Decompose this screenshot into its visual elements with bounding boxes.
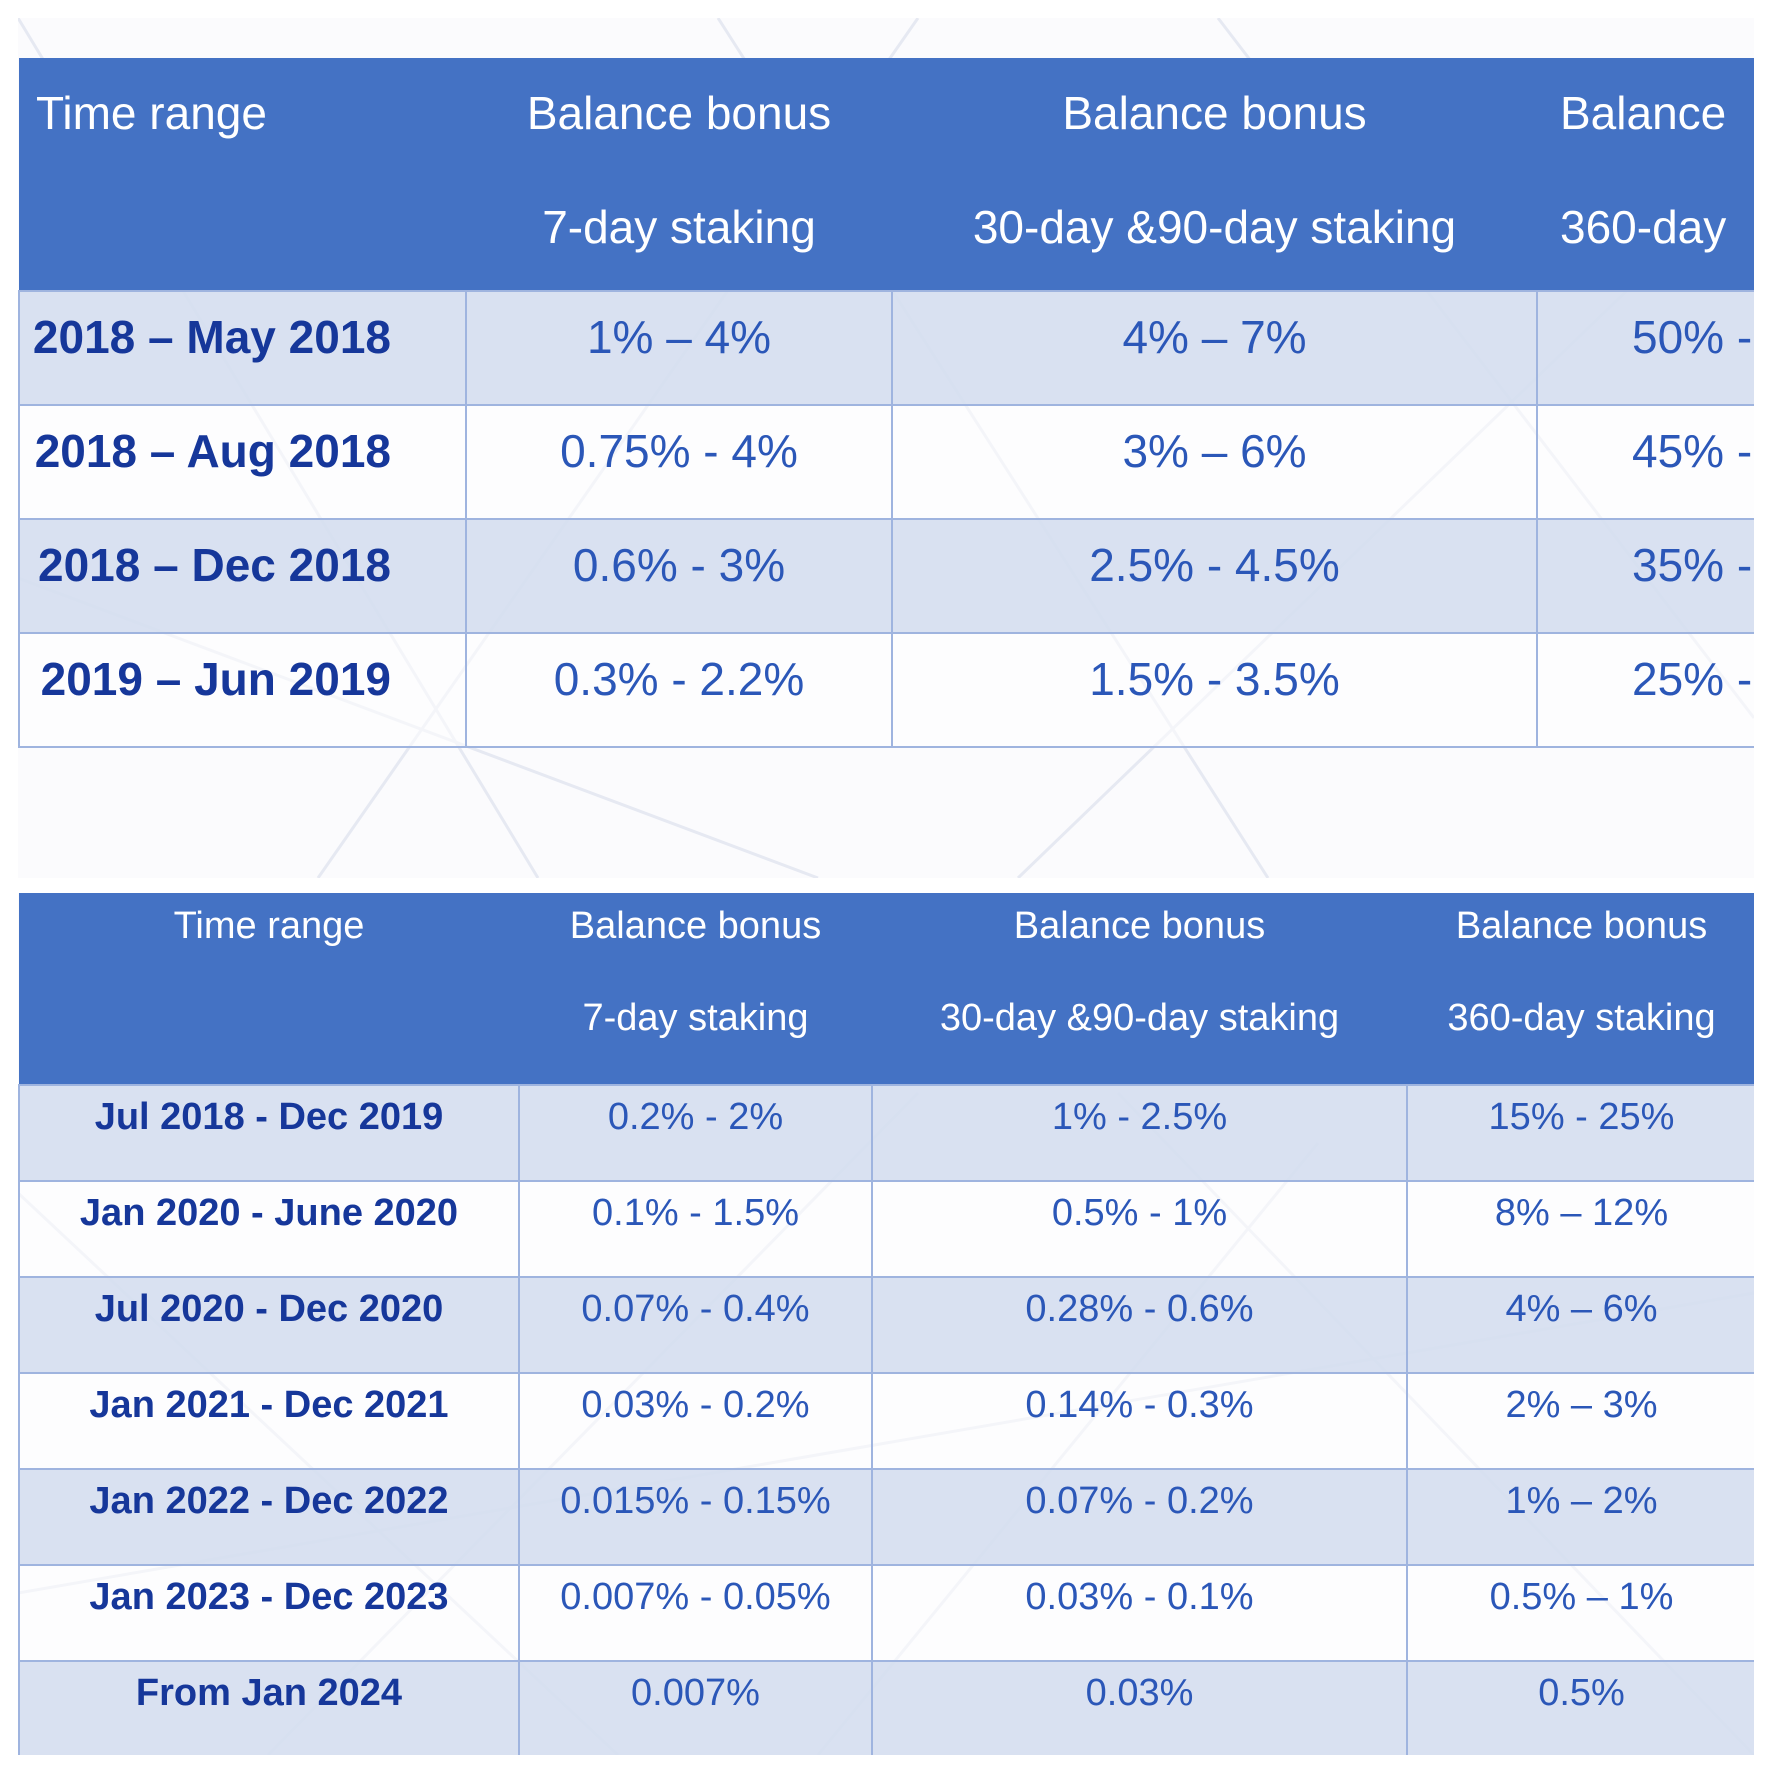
header-line-1: Balance bonus [1455,905,1708,947]
time-range-cell: Jul 2020 - Dec 2020 [18,1276,520,1374]
bonus-7-day-cell: 0.07% - 0.4% [518,1276,873,1374]
bonus-30-90-day-cell: 3% – 6% [891,404,1538,520]
header-line-1: Time range [173,905,365,947]
bonus-360-day-cell: 4% – 6% [1406,1276,1754,1374]
table-row: Jan 2023 - Dec 2023 0.007% - 0.05% 0.03%… [18,1564,1754,1662]
table-row: Jan 2021 - Dec 2021 0.03% - 0.2% 0.14% -… [18,1372,1754,1470]
table-row: 2018 – Aug 2018 0.75% - 4% 3% – 6% 45% - [18,404,1754,520]
table-row: From Jan 2024 0.007% 0.03% 0.5% [18,1660,1754,1755]
header-360-day: Balance bonus 360-day staking [1407,893,1754,1085]
table-row: Jan 2020 - June 2020 0.1% - 1.5% 0.5% - … [18,1180,1754,1278]
bonus-30-90-day-cell: 0.07% - 0.2% [871,1468,1408,1566]
bottom-table-panel: Time range Balance bonus 7-day staking B… [18,893,1754,1755]
bonus-360-day-cell: 1% – 2% [1406,1468,1754,1566]
bonus-7-day-cell: 0.007% [518,1660,873,1755]
table-row: Jul 2020 - Dec 2020 0.07% - 0.4% 0.28% -… [18,1276,1754,1374]
header-30-90-day: Balance bonus 30-day &90-day staking [872,893,1407,1085]
table-row: 2018 – May 2018 1% – 4% 4% – 7% 50% - [18,290,1754,406]
bonus-7-day-cell: 0.1% - 1.5% [518,1180,873,1278]
bonus-360-day-cell: 50% - [1536,290,1754,406]
header-line-2: 7-day staking [582,997,809,1039]
bonus-7-day-cell: 0.007% - 0.05% [518,1564,873,1662]
bonus-360-day-cell: 45% - [1536,404,1754,520]
header-line-1: Time range [36,87,267,139]
header-line-1: Balance bonus [1013,905,1266,947]
staking-bonus-table-top: Time range Balance bonus 7-day staking B… [18,58,1754,748]
table-row: Jul 2018 - Dec 2019 0.2% - 2% 1% - 2.5% … [18,1084,1754,1182]
header-line-2: 360-day staking [1447,997,1716,1039]
time-range-cell: From Jan 2024 [18,1660,520,1755]
bonus-360-day-cell: 35% - [1536,518,1754,634]
bonus-30-90-day-cell: 4% – 7% [891,290,1538,406]
bonus-30-90-day-cell: 0.28% - 0.6% [871,1276,1408,1374]
header-line-2: 7-day staking [542,201,816,253]
bonus-360-day-cell: 15% - 25% [1406,1084,1754,1182]
table-row: Jan 2022 - Dec 2022 0.015% - 0.15% 0.07%… [18,1468,1754,1566]
bonus-7-day-cell: 0.75% - 4% [465,404,893,520]
table-row: 2019 – Jun 2019 0.3% - 2.2% 1.5% - 3.5% … [18,632,1754,748]
bonus-30-90-day-cell: 2.5% - 4.5% [891,518,1538,634]
header-time-range: Time range [19,58,466,291]
bonus-7-day-cell: 0.2% - 2% [518,1084,873,1182]
time-range-cell: 2018 – May 2018 [18,290,467,406]
bonus-30-90-day-cell: 0.03% - 0.1% [871,1564,1408,1662]
time-range-cell: Jan 2021 - Dec 2021 [18,1372,520,1470]
bonus-360-day-cell: 2% – 3% [1406,1372,1754,1470]
table-row: 2018 – Dec 2018 0.6% - 3% 2.5% - 4.5% 35… [18,518,1754,634]
time-range-cell: Jul 2018 - Dec 2019 [18,1084,520,1182]
header-line-2: 30-day &90-day staking [939,997,1340,1039]
time-range-cell: 2018 – Dec 2018 [18,518,467,634]
bonus-30-90-day-cell: 0.14% - 0.3% [871,1372,1408,1470]
header-time-range: Time range [19,893,519,1085]
header-row: Time range Balance bonus 7-day staking B… [19,58,1754,291]
header-30-90-day: Balance bonus 30-day &90-day staking [892,58,1537,291]
time-range-cell: Jan 2023 - Dec 2023 [18,1564,520,1662]
header-line-2: 360-day [1560,201,1727,253]
bonus-7-day-cell: 0.015% - 0.15% [518,1468,873,1566]
time-range-cell: 2019 – Jun 2019 [18,632,467,748]
header-line-2: 30-day &90-day staking [972,201,1457,253]
bonus-30-90-day-cell: 0.03% [871,1660,1408,1755]
bonus-7-day-cell: 0.03% - 0.2% [518,1372,873,1470]
header-360-day: Balance 360-day [1537,58,1754,291]
bonus-7-day-cell: 1% – 4% [465,290,893,406]
bonus-360-day-cell: 8% – 12% [1406,1180,1754,1278]
header-line-1: Balance bonus [569,905,822,947]
header-line-1: Balance bonus [526,87,832,139]
time-range-cell: 2018 – Aug 2018 [18,404,467,520]
header-line-1: Balance [1560,87,1727,139]
header-7-day: Balance bonus 7-day staking [519,893,872,1085]
bonus-360-day-cell: 0.5% [1406,1660,1754,1755]
bonus-360-day-cell: 0.5% – 1% [1406,1564,1754,1662]
top-table-panel: Time range Balance bonus 7-day staking B… [18,18,1754,878]
staking-bonus-table-bottom: Time range Balance bonus 7-day staking B… [18,893,1754,1755]
header-7-day: Balance bonus 7-day staking [466,58,892,291]
bonus-360-day-cell: 25% - [1536,632,1754,748]
bonus-30-90-day-cell: 1% - 2.5% [871,1084,1408,1182]
time-range-cell: Jan 2020 - June 2020 [18,1180,520,1278]
bonus-30-90-day-cell: 0.5% - 1% [871,1180,1408,1278]
bonus-30-90-day-cell: 1.5% - 3.5% [891,632,1538,748]
bonus-7-day-cell: 0.3% - 2.2% [465,632,893,748]
time-range-cell: Jan 2022 - Dec 2022 [18,1468,520,1566]
bonus-7-day-cell: 0.6% - 3% [465,518,893,634]
header-line-1: Balance bonus [1062,87,1367,139]
header-row: Time range Balance bonus 7-day staking B… [19,893,1754,1085]
